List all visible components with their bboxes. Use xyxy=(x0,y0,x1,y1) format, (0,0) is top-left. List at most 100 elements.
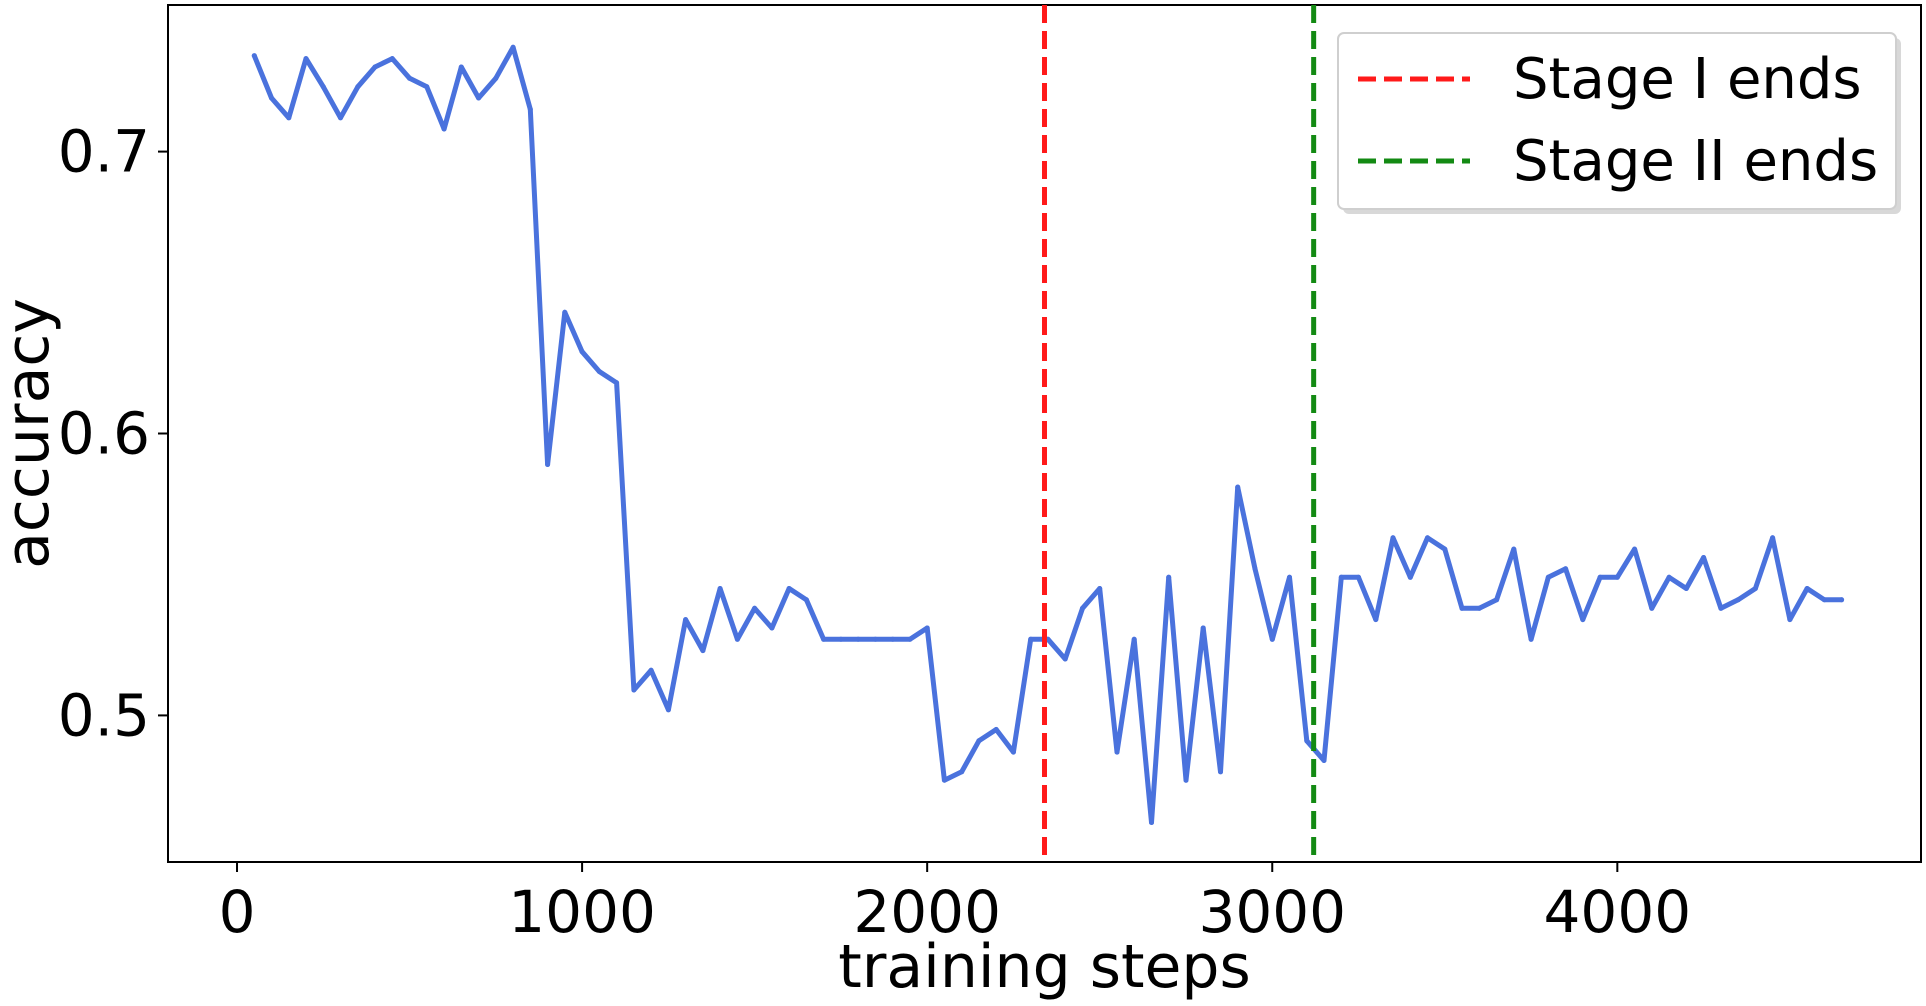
data-point xyxy=(1735,597,1741,603)
data-point xyxy=(1166,574,1172,580)
data-point xyxy=(269,95,274,101)
data-point xyxy=(752,605,758,611)
data-point xyxy=(1269,636,1275,642)
data-point xyxy=(1114,749,1120,755)
data-point xyxy=(890,636,896,642)
data-point xyxy=(924,625,930,631)
x-tick-label: 3000 xyxy=(1198,878,1346,946)
data-point xyxy=(372,64,378,70)
data-point xyxy=(1304,738,1310,744)
data-point xyxy=(1321,758,1327,763)
data-point xyxy=(976,738,982,744)
data-point xyxy=(1494,597,1500,603)
data-point xyxy=(286,115,292,121)
data-point xyxy=(1183,777,1189,783)
data-point xyxy=(1528,636,1534,642)
legend-label-stage-i: Stage I ends xyxy=(1513,47,1862,112)
data-point xyxy=(1839,597,1845,603)
data-point xyxy=(527,106,533,112)
data-point xyxy=(1614,574,1620,580)
legend-label-stage-ii: Stage II ends xyxy=(1513,129,1878,194)
data-point xyxy=(1028,636,1034,642)
y-tick-label: 0.6 xyxy=(58,400,150,468)
data-point xyxy=(1701,555,1707,560)
data-point xyxy=(614,380,620,386)
data-point xyxy=(821,636,827,642)
data-point xyxy=(1752,586,1758,591)
data-point xyxy=(1097,586,1103,591)
data-point xyxy=(1338,574,1344,580)
data-point xyxy=(786,586,792,591)
data-point xyxy=(1149,820,1154,825)
data-point xyxy=(1442,546,1448,552)
data-point xyxy=(338,115,343,121)
y-axis-label: accuracy xyxy=(0,298,63,569)
data-point xyxy=(545,462,551,467)
data-point xyxy=(1821,597,1827,603)
data-point xyxy=(1804,586,1810,591)
data-point xyxy=(1235,484,1241,490)
data-point xyxy=(493,75,499,81)
data-point xyxy=(1649,605,1655,611)
data-point xyxy=(631,687,637,693)
data-point xyxy=(1718,605,1724,611)
x-tick-label: 1000 xyxy=(508,878,656,946)
x-axis: 0 1000 2000 3000 4000 xyxy=(219,862,1692,946)
data-point xyxy=(1770,535,1776,541)
data-point xyxy=(941,777,947,783)
data-point xyxy=(441,126,447,132)
data-point xyxy=(855,636,861,642)
data-point xyxy=(683,617,689,623)
data-point xyxy=(838,636,844,642)
data-point xyxy=(993,727,999,732)
x-axis-label: training steps xyxy=(838,932,1251,1002)
data-point xyxy=(424,84,430,90)
data-point xyxy=(1407,574,1413,580)
data-point xyxy=(1476,605,1482,611)
data-point xyxy=(1287,574,1292,580)
data-point xyxy=(1373,617,1379,623)
data-point xyxy=(579,349,585,355)
x-tick-label: 4000 xyxy=(1544,878,1692,946)
data-point xyxy=(1787,617,1793,623)
data-point xyxy=(648,667,654,673)
x-tick-label: 2000 xyxy=(853,878,1001,946)
data-point xyxy=(1200,625,1206,631)
data-point xyxy=(1683,586,1689,591)
y-tick-label: 0.7 xyxy=(58,118,150,186)
data-point xyxy=(562,309,568,315)
legend-box xyxy=(1337,32,1897,210)
data-point xyxy=(1131,636,1137,642)
data-point xyxy=(1252,566,1258,572)
y-tick-label: 0.5 xyxy=(58,681,150,749)
data-point xyxy=(959,769,965,775)
data-point xyxy=(1580,617,1586,623)
data-point xyxy=(1459,605,1465,611)
data-point xyxy=(476,95,482,101)
data-point xyxy=(1563,566,1569,572)
data-point xyxy=(1218,769,1223,775)
data-point xyxy=(700,648,706,654)
data-point xyxy=(1390,535,1396,541)
data-point xyxy=(1597,574,1603,580)
data-point xyxy=(510,44,516,50)
data-point xyxy=(1425,535,1430,541)
data-point xyxy=(665,707,671,713)
data-point xyxy=(734,636,740,642)
series-layer xyxy=(251,44,1845,825)
data-point xyxy=(1010,749,1016,755)
data-point xyxy=(303,56,309,62)
data-point xyxy=(407,75,413,81)
vline-layer xyxy=(1042,5,1317,862)
data-point xyxy=(1666,574,1672,580)
data-point xyxy=(458,64,464,70)
data-point xyxy=(320,84,326,90)
legend: Stage I ends Stage II ends xyxy=(1337,32,1901,214)
data-point xyxy=(355,84,361,90)
data-point xyxy=(1062,656,1068,662)
data-point xyxy=(907,636,913,642)
data-point xyxy=(803,597,809,603)
data-point xyxy=(872,636,878,642)
data-point xyxy=(1511,546,1517,552)
